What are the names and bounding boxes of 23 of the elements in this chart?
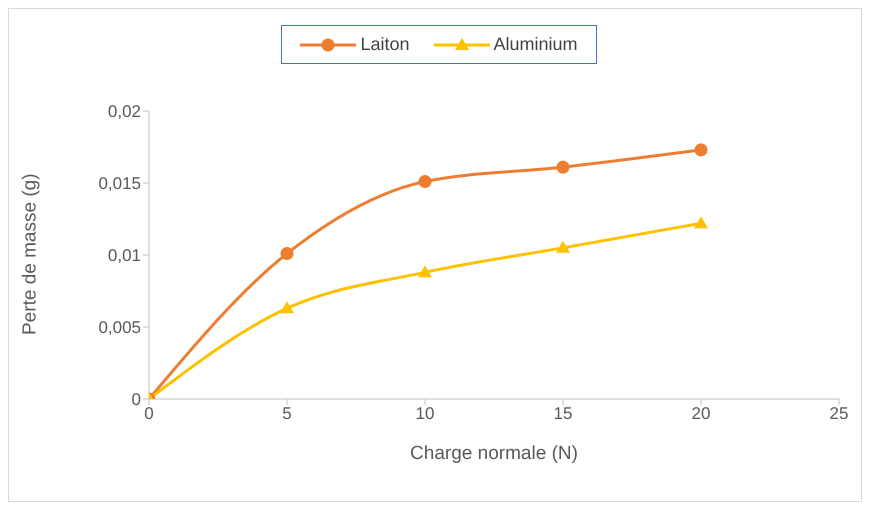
y-tick-label: 0,015 <box>98 174 141 194</box>
y-tick-label: 0,02 <box>108 102 141 122</box>
x-tick-label: 15 <box>554 404 572 424</box>
legend-label: Laiton <box>360 34 410 55</box>
point <box>556 240 570 253</box>
x-tick-label: 10 <box>416 404 434 424</box>
point <box>280 301 294 314</box>
point <box>418 175 432 188</box>
y-axis-title: Perte de masse (g) <box>20 173 41 335</box>
x-tick-label: 20 <box>692 404 710 424</box>
x-tick-label: 0 <box>144 404 154 424</box>
point <box>418 265 432 278</box>
y-tick-label: 0,005 <box>98 318 141 338</box>
point <box>556 160 570 174</box>
point <box>280 247 294 260</box>
y-tick-label: 0,01 <box>108 246 141 266</box>
x-tick-label: 5 <box>282 404 292 424</box>
point <box>694 216 708 228</box>
x-axis-title: Charge normale (N) <box>410 443 578 464</box>
legend-label: Aluminium <box>494 34 578 55</box>
y-tick-label: 0 <box>132 390 141 410</box>
point <box>694 143 708 156</box>
x-tick-label: 25 <box>830 404 848 424</box>
